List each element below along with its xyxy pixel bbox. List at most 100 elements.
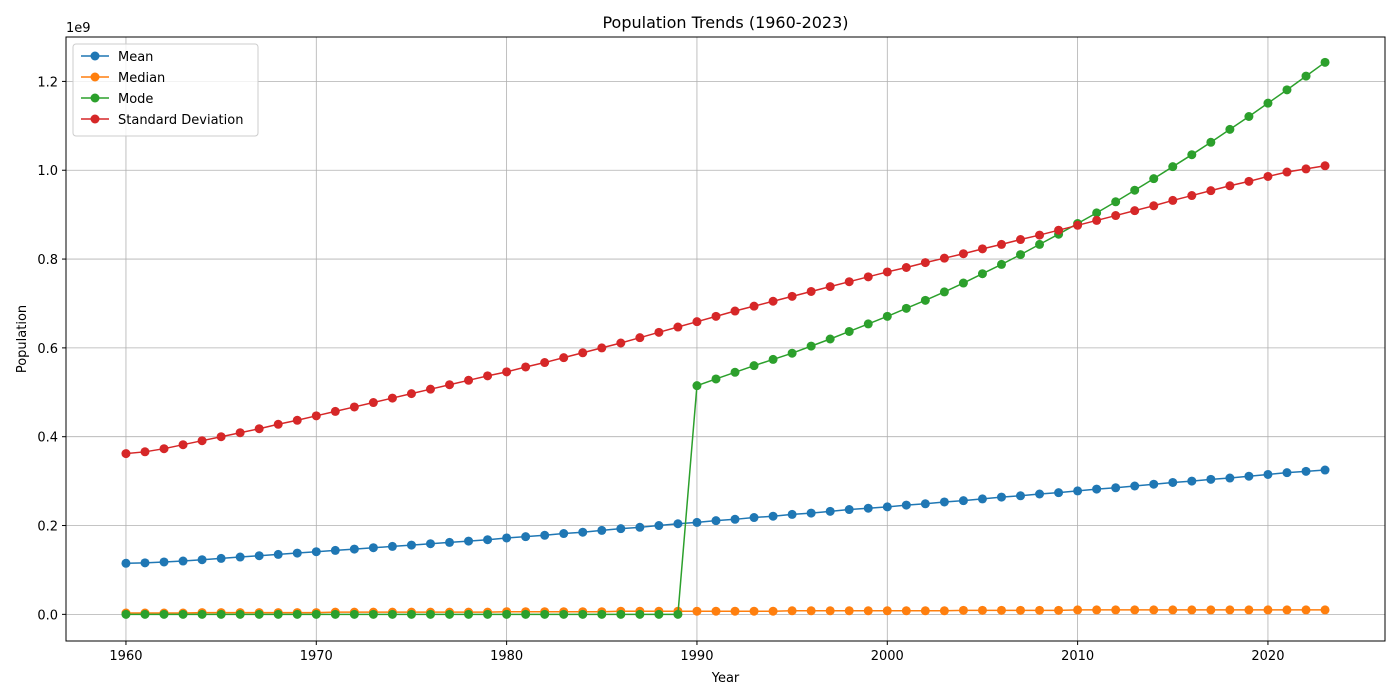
legend-label: Mode xyxy=(118,92,153,107)
data-point xyxy=(1244,471,1254,481)
legend-label: Mean xyxy=(118,50,153,65)
data-point xyxy=(559,353,569,363)
data-point xyxy=(996,492,1006,502)
series-line xyxy=(125,61,1326,616)
data-point xyxy=(1149,605,1159,615)
data-point xyxy=(406,389,416,399)
data-point xyxy=(635,333,645,343)
data-point xyxy=(330,545,340,555)
legend-item: Mean xyxy=(81,50,153,65)
series-mode xyxy=(121,57,1330,619)
data-point xyxy=(654,521,664,531)
legend-marker-swatch xyxy=(90,51,100,61)
data-point xyxy=(711,516,721,526)
grid xyxy=(66,37,1385,641)
data-point xyxy=(730,514,740,524)
axis-ticks: 1960 1970 1980 1990 2000 2010 2020 0.0 0.2 0.4 0.6… xyxy=(37,75,1284,664)
data-point xyxy=(749,361,759,371)
data-point xyxy=(844,277,854,287)
data-point xyxy=(121,609,131,619)
data-point xyxy=(483,371,493,381)
data-point xyxy=(140,609,150,619)
data-point xyxy=(425,384,435,394)
data-point xyxy=(711,606,721,616)
y-tick-label: 1.2 xyxy=(37,75,58,90)
data-point xyxy=(749,301,759,311)
data-point xyxy=(825,282,835,292)
data-point xyxy=(578,609,588,619)
data-point xyxy=(806,341,816,351)
data-point xyxy=(349,402,359,412)
y-tick-label: 0.0 xyxy=(37,608,58,623)
data-point xyxy=(578,348,588,358)
data-point xyxy=(425,609,435,619)
data-point xyxy=(882,311,892,321)
data-point xyxy=(1225,124,1235,134)
data-point xyxy=(1168,477,1178,487)
y-axis-scale-label: 1e9 xyxy=(66,21,91,36)
y-tick-label: 0.4 xyxy=(37,431,58,446)
data-point xyxy=(1092,605,1102,615)
data-point xyxy=(920,499,930,509)
data-point xyxy=(1073,486,1083,496)
data-point xyxy=(235,552,245,562)
data-point xyxy=(1111,605,1121,615)
data-point xyxy=(254,551,264,561)
data-point xyxy=(711,374,721,384)
data-point xyxy=(920,258,930,268)
data-point xyxy=(1320,605,1330,615)
data-point xyxy=(502,367,512,377)
data-point xyxy=(958,605,968,615)
data-point xyxy=(178,556,188,566)
data-point xyxy=(901,500,911,510)
data-point xyxy=(920,606,930,616)
data-point xyxy=(768,354,778,364)
data-point xyxy=(1149,201,1159,211)
data-point xyxy=(559,609,569,619)
data-point xyxy=(1187,476,1197,486)
data-point xyxy=(559,529,569,539)
data-point xyxy=(616,338,626,348)
data-point xyxy=(806,286,816,296)
data-point xyxy=(806,508,816,518)
y-tick-label: 0.6 xyxy=(37,342,58,357)
data-point xyxy=(1320,161,1330,171)
data-point xyxy=(882,502,892,512)
data-point xyxy=(292,609,302,619)
legend-marker-swatch xyxy=(90,72,100,82)
data-point xyxy=(502,609,512,619)
y-tick-label: 0.2 xyxy=(37,520,58,535)
data-point xyxy=(597,343,607,353)
data-point xyxy=(863,606,873,616)
data-point xyxy=(311,411,321,421)
data-point xyxy=(483,609,493,619)
data-point xyxy=(901,262,911,272)
series-lines xyxy=(121,57,1330,619)
legend-item: Median xyxy=(81,71,165,86)
data-point xyxy=(425,539,435,549)
data-point xyxy=(901,303,911,313)
data-point xyxy=(1073,605,1083,615)
x-tick-label: 2020 xyxy=(1251,649,1284,664)
data-point xyxy=(368,543,378,553)
data-point xyxy=(502,533,512,543)
x-tick-label: 2000 xyxy=(871,649,904,664)
data-point xyxy=(730,367,740,377)
data-point xyxy=(958,496,968,506)
data-point xyxy=(825,506,835,516)
data-point xyxy=(578,527,588,537)
data-point xyxy=(273,419,283,429)
data-point xyxy=(464,536,474,546)
data-point xyxy=(958,278,968,288)
data-point xyxy=(825,334,835,344)
data-point xyxy=(1035,605,1045,615)
data-point xyxy=(939,497,949,507)
data-point xyxy=(254,609,264,619)
data-point xyxy=(273,549,283,559)
data-point xyxy=(368,609,378,619)
data-point xyxy=(977,244,987,254)
data-point xyxy=(483,535,493,545)
data-point xyxy=(1092,208,1102,218)
data-point xyxy=(1168,605,1178,615)
data-point xyxy=(597,609,607,619)
